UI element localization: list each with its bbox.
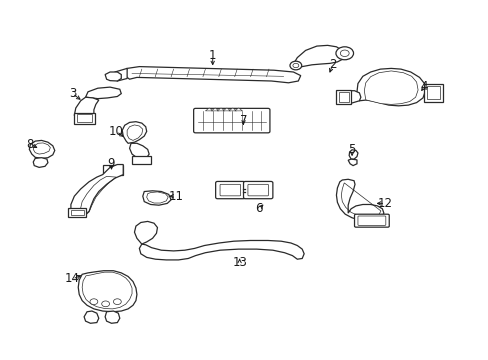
Bar [132, 156, 150, 164]
Polygon shape [142, 191, 171, 205]
FancyBboxPatch shape [354, 214, 388, 227]
Text: 2: 2 [328, 58, 336, 71]
Circle shape [335, 47, 353, 60]
Polygon shape [105, 311, 120, 323]
Text: 9: 9 [107, 157, 115, 170]
Polygon shape [234, 108, 242, 111]
Text: 6: 6 [255, 202, 263, 215]
Polygon shape [217, 108, 224, 111]
Circle shape [90, 299, 98, 305]
Text: 11: 11 [168, 190, 183, 203]
Bar [68, 208, 86, 217]
Text: 3: 3 [68, 87, 76, 100]
Bar [338, 92, 348, 102]
Text: 4: 4 [420, 80, 427, 93]
FancyBboxPatch shape [243, 181, 272, 199]
Circle shape [340, 50, 348, 57]
Circle shape [292, 63, 298, 68]
Polygon shape [29, 140, 55, 158]
Polygon shape [127, 125, 142, 140]
Bar [77, 114, 92, 122]
Polygon shape [228, 108, 236, 111]
FancyBboxPatch shape [215, 181, 244, 199]
Text: 7: 7 [239, 114, 247, 127]
Polygon shape [205, 108, 213, 111]
Circle shape [102, 301, 109, 307]
Polygon shape [33, 143, 50, 154]
Bar [426, 86, 439, 99]
Polygon shape [347, 159, 356, 166]
Polygon shape [82, 272, 132, 309]
Text: 14: 14 [65, 273, 80, 285]
Text: 12: 12 [377, 197, 392, 210]
Text: 10: 10 [109, 125, 123, 138]
Polygon shape [33, 158, 48, 167]
Polygon shape [139, 240, 304, 260]
Polygon shape [124, 67, 300, 83]
Circle shape [113, 299, 121, 305]
Bar [71, 210, 83, 215]
Polygon shape [105, 72, 121, 81]
Polygon shape [85, 87, 121, 99]
Polygon shape [336, 179, 383, 221]
Polygon shape [78, 271, 137, 312]
Polygon shape [293, 45, 344, 68]
Text: 1: 1 [208, 49, 216, 62]
Circle shape [289, 61, 301, 70]
Bar [336, 90, 350, 104]
Polygon shape [364, 71, 417, 104]
Bar [102, 165, 123, 175]
Bar [423, 84, 442, 102]
Text: 8: 8 [26, 138, 34, 150]
Polygon shape [129, 143, 149, 159]
Polygon shape [348, 150, 357, 159]
Polygon shape [112, 68, 127, 81]
Polygon shape [71, 165, 123, 216]
Polygon shape [339, 91, 360, 103]
Polygon shape [146, 192, 168, 203]
Polygon shape [211, 108, 219, 111]
Text: 13: 13 [232, 256, 246, 269]
Polygon shape [356, 68, 425, 106]
FancyBboxPatch shape [247, 184, 268, 196]
Polygon shape [134, 221, 157, 244]
FancyBboxPatch shape [220, 184, 240, 196]
Polygon shape [84, 311, 99, 323]
Bar [74, 113, 95, 124]
FancyBboxPatch shape [193, 108, 269, 133]
Polygon shape [122, 122, 146, 143]
Text: 5: 5 [347, 143, 355, 156]
Polygon shape [74, 97, 99, 122]
FancyBboxPatch shape [357, 216, 385, 225]
Polygon shape [223, 108, 230, 111]
